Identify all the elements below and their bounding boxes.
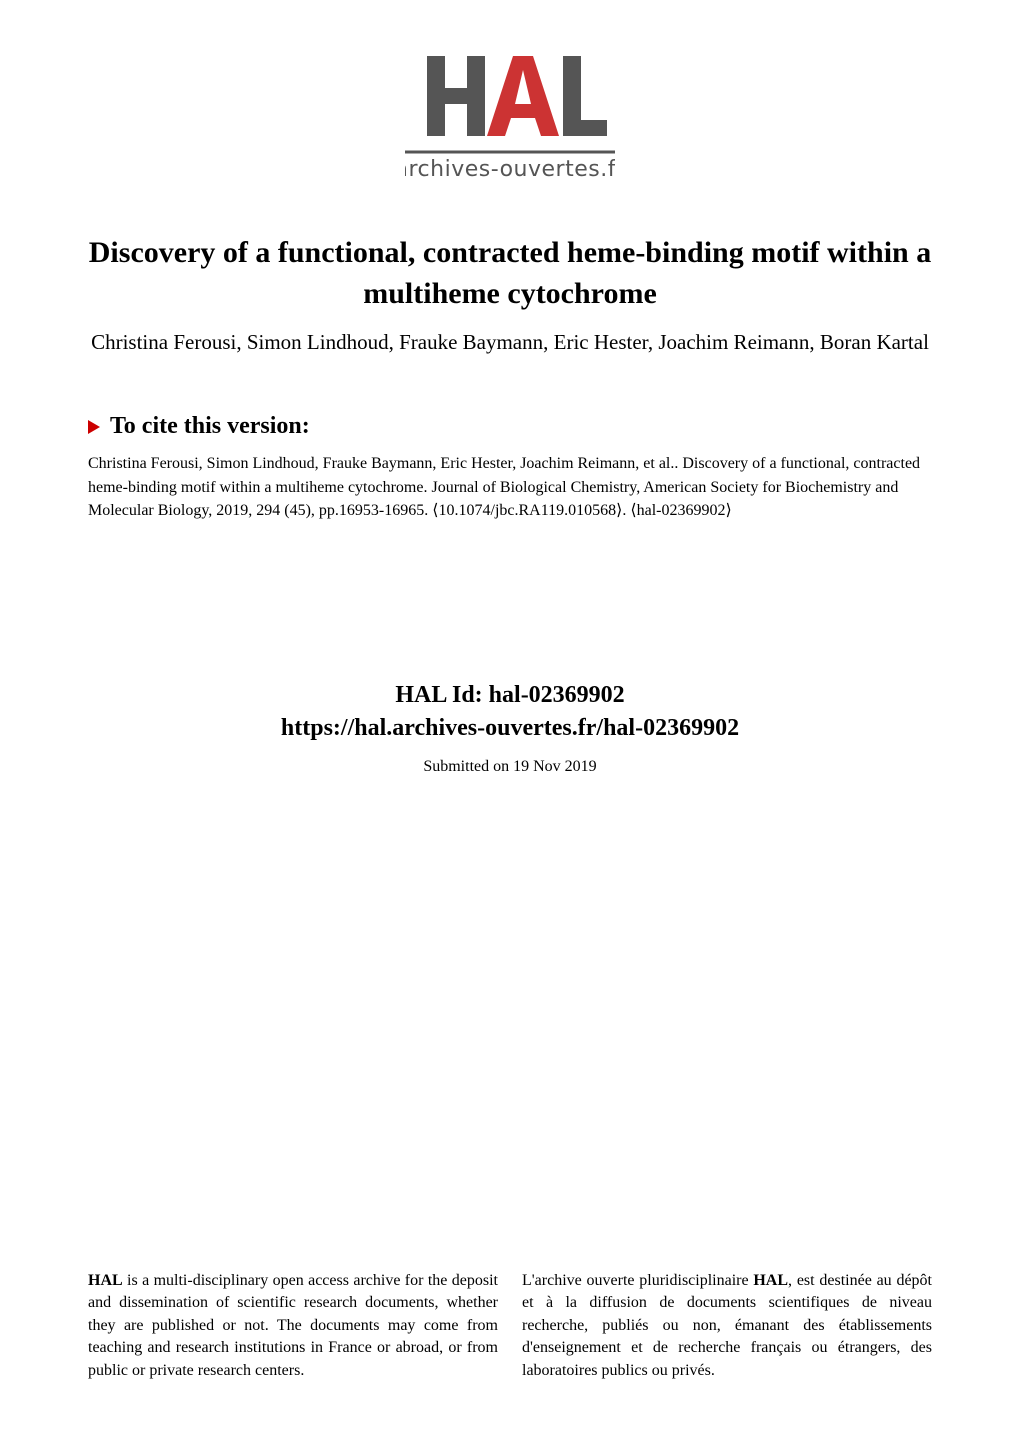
logo-subtitle-text: archives-ouvertes.fr — [405, 157, 615, 182]
citation-text: Christina Ferousi, Simon Lindhoud, Frauk… — [88, 452, 932, 522]
hal-logo-block: archives-ouvertes.fr — [0, 0, 1020, 193]
footer-right-col: L'archive ouverte pluridisciplinaire HAL… — [522, 1270, 932, 1382]
hal-id-line: HAL Id: hal-02369902 — [0, 682, 1020, 709]
cite-heading-row: To cite this version: — [88, 413, 932, 440]
triangle-right-icon — [88, 420, 100, 434]
paper-title: Discovery of a functional, contracted he… — [80, 233, 940, 314]
footer-block: HAL is a multi-disciplinary open access … — [88, 1270, 932, 1382]
submitted-line: Submitted on 19 Nov 2019 — [0, 758, 1020, 776]
hal-logo-icon: archives-ouvertes.fr — [405, 48, 615, 188]
hal-url-line[interactable]: https://hal.archives-ouvertes.fr/hal-023… — [0, 715, 1020, 742]
cite-heading: To cite this version: — [110, 413, 310, 440]
footer-left-col: HAL is a multi-disciplinary open access … — [88, 1270, 498, 1382]
author-list: Christina Ferousi, Simon Lindhoud, Frauk… — [80, 328, 940, 357]
hal-id-block: HAL Id: hal-02369902 https://hal.archive… — [0, 682, 1020, 776]
citation-block: To cite this version: Christina Ferousi,… — [0, 413, 1020, 522]
title-block: Discovery of a functional, contracted he… — [0, 233, 1020, 357]
